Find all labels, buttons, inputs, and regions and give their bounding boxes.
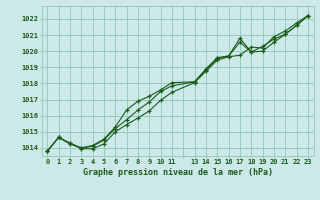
X-axis label: Graphe pression niveau de la mer (hPa): Graphe pression niveau de la mer (hPa) xyxy=(83,168,273,177)
